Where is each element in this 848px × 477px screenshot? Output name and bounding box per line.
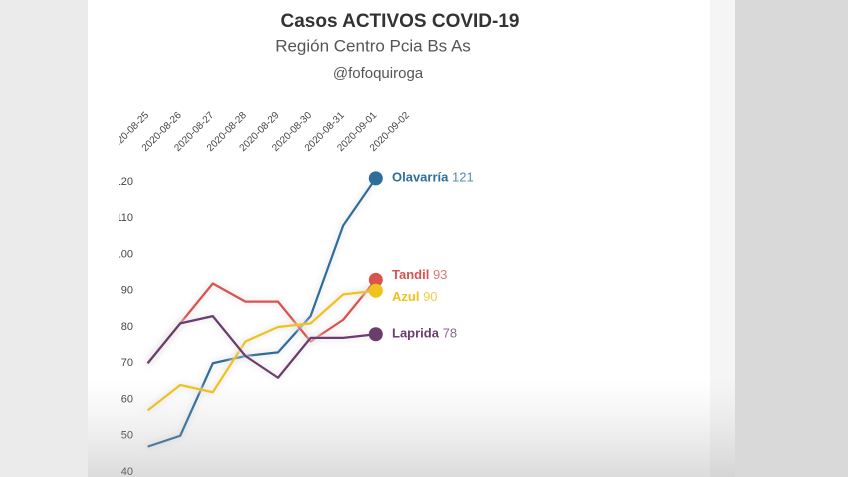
series-name: Azul <box>392 289 419 304</box>
y-tick-label: 110 <box>115 212 133 224</box>
y-tick-label: 90 <box>121 285 133 297</box>
y-tick-label: 80 <box>121 321 133 333</box>
series-value: 90 <box>423 289 437 304</box>
series-line <box>146 315 376 379</box>
series-name: Laprida <box>392 326 440 341</box>
side-strip <box>735 0 848 477</box>
author: @fofoquiroga <box>333 65 424 82</box>
series-name: Tandil <box>392 267 429 282</box>
series-label: Tandil 93 <box>392 267 447 282</box>
video-fade <box>88 380 735 477</box>
series-label: Azul 90 <box>392 289 438 304</box>
series-name: Olavarría <box>392 170 449 185</box>
chart-subtitle: Región Centro Pcia Bs As <box>275 36 471 55</box>
series-label: Laprida 78 <box>392 326 457 341</box>
end-dot <box>368 272 383 287</box>
series-line <box>146 279 377 364</box>
y-tick-label: 70 <box>121 357 133 369</box>
series-value: 93 <box>433 267 447 282</box>
y-tick-label: 120 <box>115 176 133 188</box>
end-dot <box>368 171 383 186</box>
end-dot <box>368 327 383 342</box>
end-dot <box>368 283 383 298</box>
chart-title: Casos ACTIVOS COVID-19 <box>281 11 520 32</box>
y-tick-label: 100 <box>115 248 133 260</box>
series-value: 121 <box>452 170 474 185</box>
series-label: Olavarría 121 <box>392 170 474 185</box>
series-value: 78 <box>443 326 457 341</box>
